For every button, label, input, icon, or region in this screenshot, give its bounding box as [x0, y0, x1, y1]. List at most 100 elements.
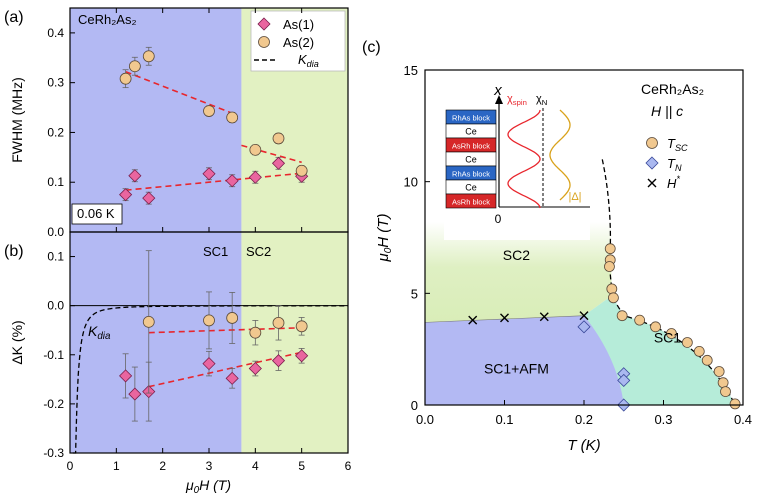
- legend-tsc-label-main: T: [667, 136, 676, 151]
- legend-tsc-label-sub: SC: [675, 143, 688, 153]
- legend-as1-label-sub: s(1): [292, 17, 314, 32]
- as2-point: [142, 315, 155, 328]
- x-axis-label-b-sub: 0: [194, 485, 200, 496]
- legend-as2-label-sub: s(2): [292, 35, 314, 50]
- ytick-label-a: 0.1: [47, 175, 64, 189]
- tsc-point: [701, 354, 713, 366]
- as1-point: [248, 361, 262, 376]
- ytick-label-c: 10: [404, 175, 418, 190]
- as2-point: [203, 314, 215, 327]
- ytick-label-a: 0.3: [47, 76, 64, 90]
- as1-point: [225, 371, 239, 385]
- kdia-label-b-main: K: [88, 323, 98, 339]
- sc2-label: SC2: [246, 244, 271, 259]
- legend-tn-label-sub: N: [675, 163, 682, 173]
- ytick-label-a: 0.0: [47, 225, 64, 239]
- as2-point: [226, 111, 239, 124]
- as1-point: [202, 167, 216, 181]
- ytick-label-c: 0: [411, 398, 418, 413]
- xtick-label-b: 6: [345, 459, 352, 473]
- chi-spin-label-sub: spin: [513, 98, 527, 107]
- xtick-label-c: 0.4: [734, 412, 752, 427]
- legend-hstar-label: H*: [667, 174, 680, 191]
- as1-point: [295, 349, 309, 363]
- gap-curve: [549, 109, 571, 201]
- as1-point: [128, 387, 142, 401]
- chi-n-label: χN: [536, 93, 547, 107]
- tn-point: [577, 320, 591, 334]
- ytick-label-c: 15: [404, 63, 418, 78]
- afm-phase-region: [425, 315, 624, 405]
- tsc-point: [693, 345, 705, 357]
- xtick-label-c: 0.1: [495, 412, 513, 427]
- sample-label-a: CeRh₂As₂: [78, 12, 137, 27]
- tn-point: [617, 373, 631, 387]
- x-axis-label-c: T (K): [567, 437, 600, 454]
- y-axis-label-c-part: 0: [383, 247, 394, 253]
- legend-hstar-label-main: H: [667, 176, 677, 191]
- ytick-label-b: -0.2: [43, 397, 64, 411]
- region-label-afm: SC1+AFM: [484, 361, 549, 377]
- sc2-phase-region: [425, 221, 612, 323]
- x-axis-label-b: μ0H (T): [185, 477, 231, 496]
- panel-label-c: (c): [362, 39, 381, 56]
- legend-kdia-label: Kdia: [298, 52, 319, 69]
- axes-frame-b: [69, 231, 349, 454]
- inset-axis-label: x: [493, 82, 502, 99]
- legend-hstar-marker: [647, 178, 657, 188]
- as2-point: [295, 164, 308, 177]
- legend-kdia-label-main: K: [298, 52, 308, 67]
- as1-point: [271, 354, 286, 368]
- ytick-label-c: 5: [411, 286, 418, 301]
- crystal-inset: RhAs block Ce AsRh block Ce RhAs block Ce AsRh…: [444, 82, 590, 240]
- xtick-label-b: 2: [159, 459, 166, 473]
- y-axis-label-b: ΔK (%): [9, 320, 25, 364]
- tsc-point: [650, 321, 661, 333]
- kdia-curve: [72, 305, 348, 454]
- legend-as1-marker: [257, 17, 271, 31]
- legend-tsc-marker: [646, 137, 658, 149]
- tsc-point: [729, 398, 741, 410]
- legend-as2-label-main: A: [283, 35, 292, 50]
- tsc-point: [616, 310, 628, 322]
- inset-axis-arrow: [495, 95, 503, 104]
- ytick-label-a: 0.4: [47, 26, 64, 40]
- region-label-sc1: SC1: [654, 329, 681, 345]
- tsc-point: [604, 243, 616, 255]
- legend-tn-label-main: T: [667, 156, 676, 171]
- xtick-label-c: 0.3: [654, 412, 672, 427]
- hstar-point: [539, 312, 549, 322]
- region-label-sc2: SC2: [503, 247, 530, 263]
- chi-n-label-sub: N: [542, 98, 548, 107]
- x-axis-label-b-rest: H (T): [199, 477, 231, 493]
- as2-point: [119, 72, 132, 85]
- tsc-point: [608, 292, 619, 304]
- as2-point: [295, 320, 308, 333]
- panel-label-a: (a): [4, 9, 24, 26]
- y-axis-label-c-part: μ: [375, 253, 392, 262]
- kdia-label-b-sub: dia: [97, 331, 111, 342]
- as2-point: [272, 132, 285, 145]
- tsc-extrapolation: [601, 159, 612, 249]
- layer-label: Ce: [465, 183, 477, 193]
- sc1-label: SC1: [203, 244, 228, 259]
- as2-point: [249, 143, 262, 156]
- gap-label: |Δ|: [568, 191, 581, 203]
- layer-label: Ce: [465, 127, 477, 137]
- hstar-point: [579, 311, 589, 321]
- ytick-label-b: -0.3: [43, 446, 64, 460]
- sample-label-c: CeRh₂As₂: [641, 81, 704, 97]
- as1-point: [248, 170, 262, 184]
- hstar-point: [468, 315, 478, 325]
- xtick-label-b: 5: [298, 459, 305, 473]
- layer-label: RhAs block: [452, 170, 490, 179]
- xtick-label-b: 0: [67, 459, 74, 473]
- panel-label-b: (b): [4, 243, 24, 260]
- tsc-point: [713, 366, 725, 377]
- layer-label: RhAs block: [452, 114, 490, 123]
- xtick-label-c: 0.2: [575, 412, 593, 427]
- tsc-point: [634, 314, 646, 326]
